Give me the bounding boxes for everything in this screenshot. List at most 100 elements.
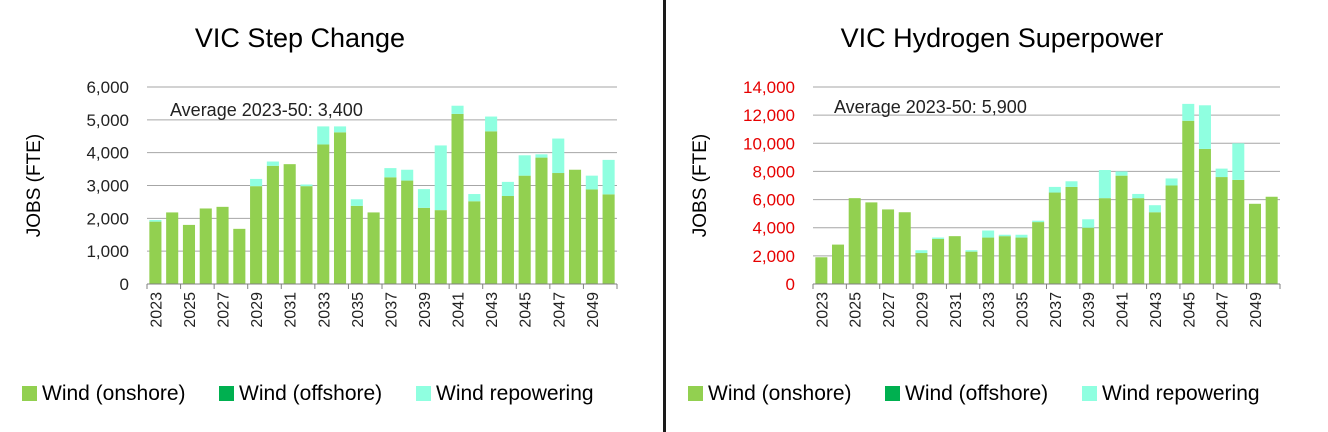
bar-wind-repowering-2030 <box>266 161 279 166</box>
bar-wind-onshore-2036 <box>1032 222 1045 284</box>
bar-wind-onshore-2025 <box>848 198 861 284</box>
x-tick-label: 2043 <box>1148 292 1165 328</box>
bar-wind-repowering-2046 <box>1198 105 1211 149</box>
bar-wind-repowering-2036 <box>1032 220 1045 223</box>
x-tick-label: 2025 <box>848 292 865 328</box>
bar-wind-repowering-2029 <box>250 178 263 187</box>
legend-label: Wind repowering <box>1102 382 1260 405</box>
bar-wind-repowering-2038 <box>1065 181 1078 187</box>
x-tick-label: 2033 <box>981 292 998 328</box>
legend-label: Wind (offshore) <box>905 382 1048 405</box>
legend-swatch-wind-offshore <box>219 386 234 401</box>
bar-wind-repowering-2040 <box>1098 170 1111 199</box>
bar-wind-onshore-2048 <box>568 169 582 284</box>
bar-wind-repowering-2045 <box>518 155 531 176</box>
bar-wind-repowering-2035 <box>350 199 363 206</box>
x-tick-label: 2047 <box>551 292 568 328</box>
x-tick-label: 2025 <box>182 292 199 328</box>
bar-wind-onshore-2036 <box>367 212 380 284</box>
chart-hydrogen-superpower: VIC Hydrogen Superpower 0 2,000 4,000 6,000 8… <box>688 23 1281 405</box>
y-tick-label: 4,000 <box>86 144 129 163</box>
bar-wind-onshore-2027 <box>882 209 895 284</box>
y-tick-label: 0 <box>120 275 129 294</box>
x-tick-label: 2033 <box>316 292 333 328</box>
x-tick-label: 2037 <box>1048 292 1065 328</box>
y-tick-label: 8,000 <box>752 162 795 181</box>
bar-wind-repowering-2040 <box>434 145 447 211</box>
chart-step-change: VIC Step Change 0 1,000 2,000 3,000 4,000 5,00… <box>22 23 618 405</box>
x-tick-label: 2041 <box>451 292 468 328</box>
bar-wind-onshore-2023 <box>815 257 828 284</box>
y-tick-label: 10,000 <box>743 134 795 153</box>
bar-wind-repowering-2047 <box>552 138 565 174</box>
x-tick-label: 2023 <box>148 292 165 328</box>
bar-wind-onshore-2035 <box>1015 237 1028 284</box>
y-tick-label: 0 <box>786 275 795 294</box>
panel-divider <box>663 0 666 432</box>
bar-wind-onshore-2039 <box>1082 227 1095 284</box>
x-tick-label: 2049 <box>1248 292 1265 328</box>
y-axis-label: JOBS (FTE) <box>690 134 711 237</box>
bar-wind-onshore-2031 <box>948 236 961 284</box>
bar-wind-onshore-2046 <box>1198 148 1211 284</box>
x-tick-label: 2039 <box>417 292 434 328</box>
bar-wind-onshore-2049 <box>585 189 598 284</box>
bar-wind-repowering-2041 <box>451 105 464 114</box>
bar-wind-onshore-2029 <box>915 253 928 284</box>
bar-wind-onshore-2045 <box>518 175 531 284</box>
bar-wind-onshore-2024 <box>166 212 179 284</box>
bar-wind-onshore-2026 <box>199 208 212 284</box>
legend-label: Wind (onshore) <box>708 382 852 405</box>
bar-wind-repowering-2047 <box>1215 168 1228 178</box>
y-tick-label: 3,000 <box>86 177 129 196</box>
x-tick-label: 2043 <box>484 292 501 328</box>
chart-title: VIC Hydrogen Superpower <box>841 23 1164 53</box>
bar-wind-repowering-2044 <box>501 181 514 197</box>
bar-wind-onshore-2034 <box>998 236 1011 284</box>
bar-wind-repowering-2033 <box>317 126 330 145</box>
legend-swatch-wind-onshore <box>688 386 703 401</box>
x-tick-label: 2029 <box>914 292 931 328</box>
x-tick-label: 2035 <box>350 292 367 328</box>
bar-wind-repowering-2037 <box>1048 186 1061 193</box>
legend-swatch-wind-repowering <box>416 386 431 401</box>
y-tick-label: 6,000 <box>752 191 795 210</box>
legend-label: Wind repowering <box>436 382 594 405</box>
chart-panel-hydrogen-superpower: VIC Hydrogen Superpower 0 2,000 4,000 6,000 8… <box>666 0 1328 432</box>
bar-wind-repowering-2039 <box>417 189 431 208</box>
bar-wind-onshore-2034 <box>333 132 347 284</box>
x-tick-label: 2027 <box>216 292 233 328</box>
bar-wind-onshore-2028 <box>898 212 911 284</box>
bar-wind-onshore-2030 <box>266 165 279 284</box>
bar-wind-repowering-2039 <box>1082 219 1095 228</box>
bar-wind-repowering-2050 <box>602 159 615 195</box>
bar-wind-onshore-2032 <box>965 251 978 284</box>
bar-wind-repowering-2044 <box>1165 178 1178 186</box>
bar-wind-repowering-2035 <box>1015 234 1028 238</box>
bar-wind-repowering-2048 <box>1232 143 1245 180</box>
bar-wind-onshore-2041 <box>1115 175 1128 284</box>
y-tick-label: 5,000 <box>86 111 129 130</box>
bar-wind-onshore-2033 <box>317 144 330 284</box>
bar-wind-onshore-2035 <box>350 205 363 284</box>
y-tick-label: 1,000 <box>86 242 129 261</box>
average-annotation: Average 2023-50: 3,400 <box>170 100 363 120</box>
bar-wind-onshore-2040 <box>434 210 447 285</box>
bar-wind-onshore-2026 <box>865 202 878 284</box>
y-tick-label: 14,000 <box>743 78 795 97</box>
bar-wind-onshore-2027 <box>216 206 229 284</box>
bar-wind-repowering-2043 <box>485 116 498 132</box>
bar-wind-onshore-2030 <box>932 238 945 284</box>
bar-wind-onshore-2037 <box>1048 192 1061 284</box>
y-tick-label: 12,000 <box>743 106 795 125</box>
bar-wind-onshore-2047 <box>1215 177 1228 284</box>
bar-wind-repowering-2042 <box>1132 193 1145 199</box>
x-tick-label: 2047 <box>1215 292 1232 328</box>
bar-wind-onshore-2032 <box>300 186 313 284</box>
x-tick-label: 2029 <box>249 292 266 328</box>
y-tick-label: 2,000 <box>86 209 129 228</box>
bar-wind-onshore-2041 <box>451 113 464 284</box>
bar-wind-repowering-2046 <box>535 154 548 158</box>
bar-wind-onshore-2024 <box>832 244 845 284</box>
x-tick-label: 2045 <box>1181 292 1198 328</box>
